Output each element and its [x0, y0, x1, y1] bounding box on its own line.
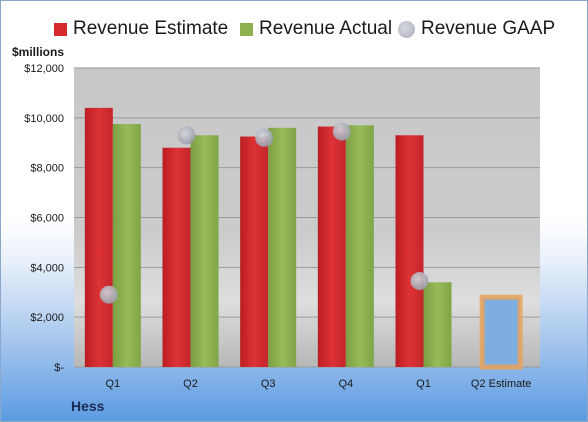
- marker-revenue-gaap: [99, 285, 118, 304]
- legend-marker-gaap: [398, 20, 415, 38]
- x-category-label: Q3: [261, 378, 276, 390]
- bar-revenue-actual: [190, 135, 219, 367]
- y-tick-label: $8,000: [30, 163, 64, 175]
- bar-revenue-estimate: [162, 147, 191, 367]
- x-category-label: Q2: [183, 378, 198, 390]
- legend-item-actual: Revenue Actual: [240, 14, 392, 44]
- unit-label: $millions: [12, 45, 65, 59]
- legend-label-actual: Revenue Actual: [259, 18, 393, 39]
- y-tick-label: $-: [54, 362, 64, 374]
- marker-revenue-gaap: [255, 128, 274, 147]
- legend-label-gaap: Revenue GAAP: [421, 18, 556, 39]
- bars: [84, 107, 523, 370]
- legend-swatch-estimate: [54, 22, 67, 36]
- y-tick-label: $4,000: [30, 262, 64, 274]
- y-tick-label: $12,000: [24, 63, 64, 75]
- gaap-markers: [99, 122, 429, 304]
- y-tick-label: $10,000: [24, 113, 64, 125]
- legend: Revenue Estimate Revenue Actual Revenue …: [0, 14, 588, 44]
- legend-item-gaap: Revenue GAAP: [398, 14, 555, 44]
- x-category-label: Q1: [416, 378, 431, 390]
- x-axis-labels: Q1 Q2 Q3 Q4 Q1 Q2 Estimate: [105, 378, 531, 390]
- bar-revenue-actual: [423, 282, 452, 367]
- bar-revenue-estimate: [240, 136, 269, 367]
- x-category-label: Q1: [105, 378, 120, 390]
- bar-q2-estimate: [479, 294, 523, 370]
- company-name: Hess: [71, 398, 105, 414]
- marker-revenue-gaap: [410, 272, 429, 291]
- grid-lines: [74, 67, 540, 368]
- bar-revenue-actual: [345, 125, 374, 367]
- x-category-label: Q2 Estimate: [471, 378, 532, 390]
- y-tick-label: $2,000: [30, 312, 64, 324]
- legend-label-estimate: Revenue Estimate: [73, 18, 229, 39]
- bar-revenue-actual: [112, 124, 141, 367]
- y-axis-ticks: $- $2,000 $4,000 $6,000 $8,000 $10,000 $12,000: [24, 63, 64, 374]
- x-category-label: Q4: [338, 378, 353, 390]
- y-tick-label: $6,000: [30, 213, 64, 225]
- legend-item-estimate: Revenue Estimate: [54, 14, 228, 44]
- legend-swatch-actual: [240, 22, 253, 36]
- bar-revenue-estimate: [317, 126, 346, 367]
- marker-revenue-gaap: [177, 126, 196, 145]
- bar-revenue-estimate: [395, 135, 424, 367]
- bar-revenue-estimate: [84, 107, 113, 367]
- bar-revenue-actual: [268, 127, 297, 367]
- marker-revenue-gaap: [332, 122, 351, 141]
